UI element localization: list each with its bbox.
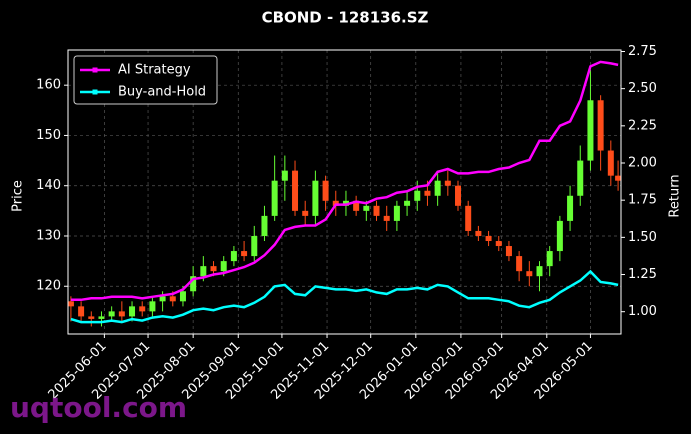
candle-body xyxy=(546,251,553,267)
y2-axis-label: Return xyxy=(668,174,683,217)
candle-body xyxy=(230,251,237,262)
candle-body xyxy=(78,306,85,317)
candle-body xyxy=(67,301,74,307)
candle-body xyxy=(363,205,370,211)
candle-body xyxy=(607,150,614,176)
candle-body xyxy=(271,180,278,216)
candle-body xyxy=(220,261,227,272)
candle-body xyxy=(149,301,156,312)
candle-body xyxy=(505,246,512,257)
candle-body xyxy=(241,251,248,257)
chart-title: CBOND - 128136.SZ xyxy=(262,9,429,27)
y2-tick-label: 2.75 xyxy=(628,44,657,59)
candle-body xyxy=(404,200,411,206)
candle-body xyxy=(342,200,349,206)
candle-body xyxy=(179,291,186,302)
candle-body xyxy=(383,215,390,221)
y2-tick-label: 2.25 xyxy=(628,118,657,133)
candle-body xyxy=(485,235,492,242)
candle-body xyxy=(159,296,166,302)
candle-body xyxy=(281,170,288,181)
candle-body xyxy=(444,180,451,186)
candle-body xyxy=(455,185,462,206)
y2-tick-label: 2.50 xyxy=(628,81,657,96)
candle-body xyxy=(169,296,176,302)
candle-body xyxy=(200,266,207,277)
y-tick-label: 130 xyxy=(36,228,61,243)
candle-body xyxy=(129,306,136,317)
candle-body xyxy=(597,100,604,151)
candle-body xyxy=(139,306,146,312)
candle-body xyxy=(88,316,95,319)
legend-marker xyxy=(92,89,98,95)
line-series xyxy=(70,269,619,324)
y2-tick-label: 1.50 xyxy=(628,230,657,245)
y-tick-label: 120 xyxy=(36,279,61,294)
legend-label: Buy-and-Hold xyxy=(118,85,206,100)
candle-body xyxy=(434,180,441,196)
y-tick-label: 140 xyxy=(36,178,61,193)
candle-body xyxy=(312,180,319,216)
plot-frame xyxy=(67,49,622,335)
candle-body xyxy=(526,271,533,277)
candle-body xyxy=(322,180,329,201)
y-tick-label: 150 xyxy=(36,128,61,143)
watermark: uqtool.com xyxy=(10,391,187,424)
candle-body xyxy=(587,100,594,161)
candle-body xyxy=(210,266,217,272)
candle-body xyxy=(190,276,197,292)
candle-body xyxy=(302,210,309,216)
candle-body xyxy=(414,190,421,201)
candle-body xyxy=(495,241,502,247)
candle-body xyxy=(465,205,472,231)
candle-body xyxy=(353,200,360,211)
y2-tick-label: 2.00 xyxy=(628,156,657,171)
candle-body xyxy=(261,215,268,236)
candle-body xyxy=(577,160,584,196)
y-tick-label: 160 xyxy=(36,78,61,93)
candle-body xyxy=(556,220,563,252)
candle-body xyxy=(118,311,125,317)
y2-tick-label: 1.75 xyxy=(628,193,657,208)
candle-body xyxy=(475,230,482,236)
candle-body xyxy=(332,200,339,206)
candle-body xyxy=(567,195,574,221)
candle-body xyxy=(98,316,105,319)
candle-body xyxy=(373,205,380,216)
candle-body xyxy=(292,170,299,211)
candle-body xyxy=(516,256,523,272)
legend: AI Strategy Buy-and-Hold xyxy=(73,55,218,105)
legend-marker xyxy=(92,67,98,73)
legend-label: AI Strategy xyxy=(118,63,191,78)
candle-body xyxy=(424,190,431,196)
y2-tick-label: 1.00 xyxy=(628,304,657,319)
candle-body xyxy=(251,235,258,257)
y2-tick-label: 1.25 xyxy=(628,267,657,282)
candle-body xyxy=(615,175,622,181)
y-axis-label: Price xyxy=(11,180,26,212)
candle-body xyxy=(108,311,115,317)
line-series xyxy=(70,60,619,302)
candle-body xyxy=(393,205,400,221)
candle-body xyxy=(536,266,543,277)
